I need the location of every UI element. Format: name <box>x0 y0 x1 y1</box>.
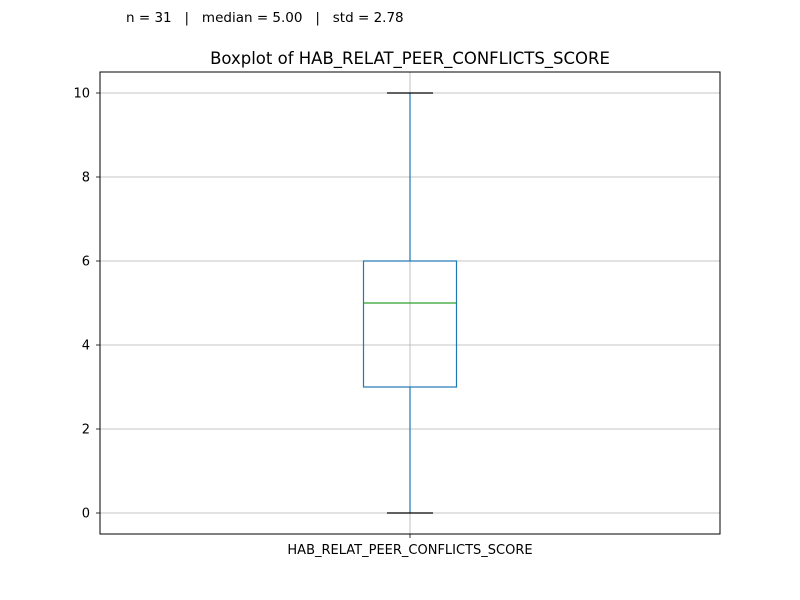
y-tick-label: 0 <box>82 507 90 522</box>
y-tick-label: 10 <box>73 87 90 102</box>
y-tick-label: 4 <box>82 339 90 354</box>
summary-stats: n = 31 | median = 5.00 | std = 2.78 <box>126 10 404 26</box>
x-tick-label: HAB_RELAT_PEER_CONFLICTS_SCORE <box>287 543 532 558</box>
y-tick-label: 2 <box>82 423 90 438</box>
iqr-box <box>362 260 458 388</box>
y-tick-label: 6 <box>82 255 90 270</box>
chart-title: Boxplot of HAB_RELAT_PEER_CONFLICTS_SCOR… <box>210 49 610 69</box>
y-tick-label: 8 <box>82 171 90 186</box>
